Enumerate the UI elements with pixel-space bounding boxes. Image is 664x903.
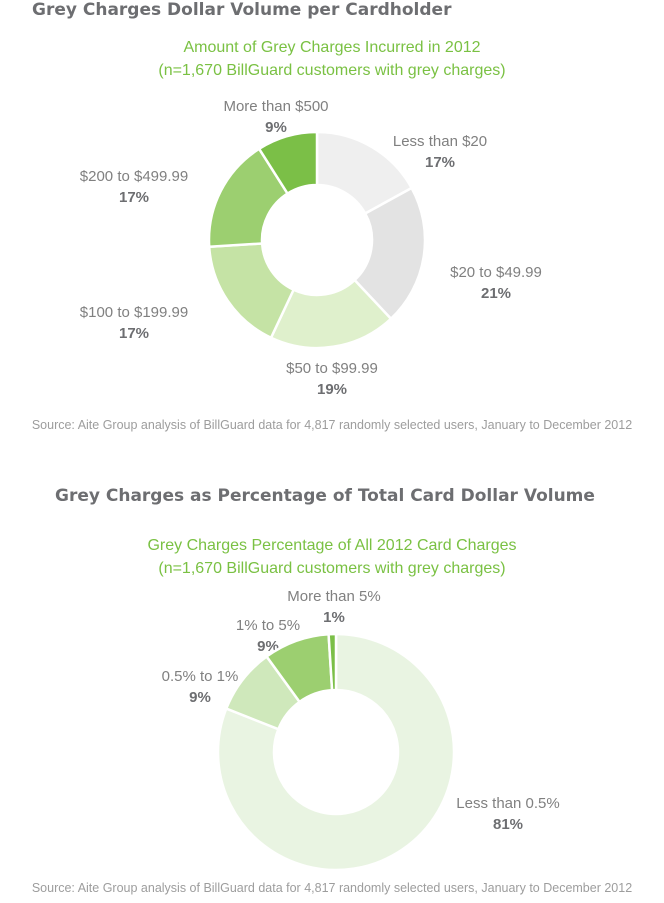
chart1-slice-1 xyxy=(352,186,427,321)
chart1-section-title: Grey Charges Dollar Volume per Cardholde… xyxy=(32,0,452,20)
chart1-label-3-name: $100 to $199.99 xyxy=(79,304,189,321)
chart1-label-4-value: 17% xyxy=(118,189,150,206)
chart1-slice-5 xyxy=(257,130,319,196)
chart1-label-0-value: 17% xyxy=(424,154,456,171)
chart2-label-1: 0.5% to 1% 9% xyxy=(130,666,270,708)
chart2-subtitle: (n=1,670 BillGuard customers with grey c… xyxy=(158,560,506,577)
chart2-label-2: 1% to 5% 9% xyxy=(198,615,338,657)
chart2-slice-0 xyxy=(216,632,456,872)
chart2-label-3-value: 1% xyxy=(323,609,345,626)
chart2-label-0-value: 81% xyxy=(492,816,524,833)
chart2-label-3: More than 5% 1% xyxy=(264,586,404,628)
chart1-label-4-name: $200 to $499.99 xyxy=(79,168,189,185)
chart1-subtitle: (n=1,670 BillGuard customers with grey c… xyxy=(158,62,506,79)
chart1-label-5-value: 9% xyxy=(265,119,287,136)
chart1-source: Source: Aite Group analysis of BillGuard… xyxy=(31,418,633,432)
chart1-label-2-value: 19% xyxy=(316,381,348,398)
chart1-label-2: $50 to $99.99 19% xyxy=(262,358,402,400)
chart2-section-title: Grey Charges as Percentage of Total Card… xyxy=(55,486,595,506)
chart2-title: Grey Charges Percentage of All 2012 Card… xyxy=(147,537,517,554)
chart2-label-3-name: More than 5% xyxy=(287,588,381,605)
chart1-label-2-name: $50 to $99.99 xyxy=(286,360,378,377)
chart1-label-5-name: More than $500 xyxy=(223,98,329,115)
chart2-label-0-name: Less than 0.5% xyxy=(456,795,560,812)
chart1-label-5: More than $500 9% xyxy=(206,96,346,138)
chart1-label-0-name: Less than $20 xyxy=(392,133,488,150)
chart1-label-3-value: 17% xyxy=(118,325,150,342)
chart2-slice-3 xyxy=(327,632,338,692)
chart1-title: Amount of Grey Charges Incurred in 2012 xyxy=(183,39,481,56)
chart1-label-1: $20 to $49.99 21% xyxy=(426,262,566,304)
chart2-label-0: Less than 0.5% 81% xyxy=(438,793,578,835)
chart1-label-1-name: $20 to $49.99 xyxy=(450,264,542,281)
chart2-label-1-value: 9% xyxy=(189,689,211,706)
chart2-label-1-name: 0.5% to 1% xyxy=(161,668,239,685)
chart2-label-2-name: 1% to 5% xyxy=(235,617,301,634)
chart1-label-4: $200 to $499.99 17% xyxy=(64,166,204,208)
chart1-label-3: $100 to $199.99 17% xyxy=(64,302,204,344)
chart2-source: Source: Aite Group analysis of BillGuard… xyxy=(31,881,633,895)
chart1-label-0: Less than $20 17% xyxy=(370,131,510,173)
chart1-label-1-value: 21% xyxy=(480,285,512,302)
